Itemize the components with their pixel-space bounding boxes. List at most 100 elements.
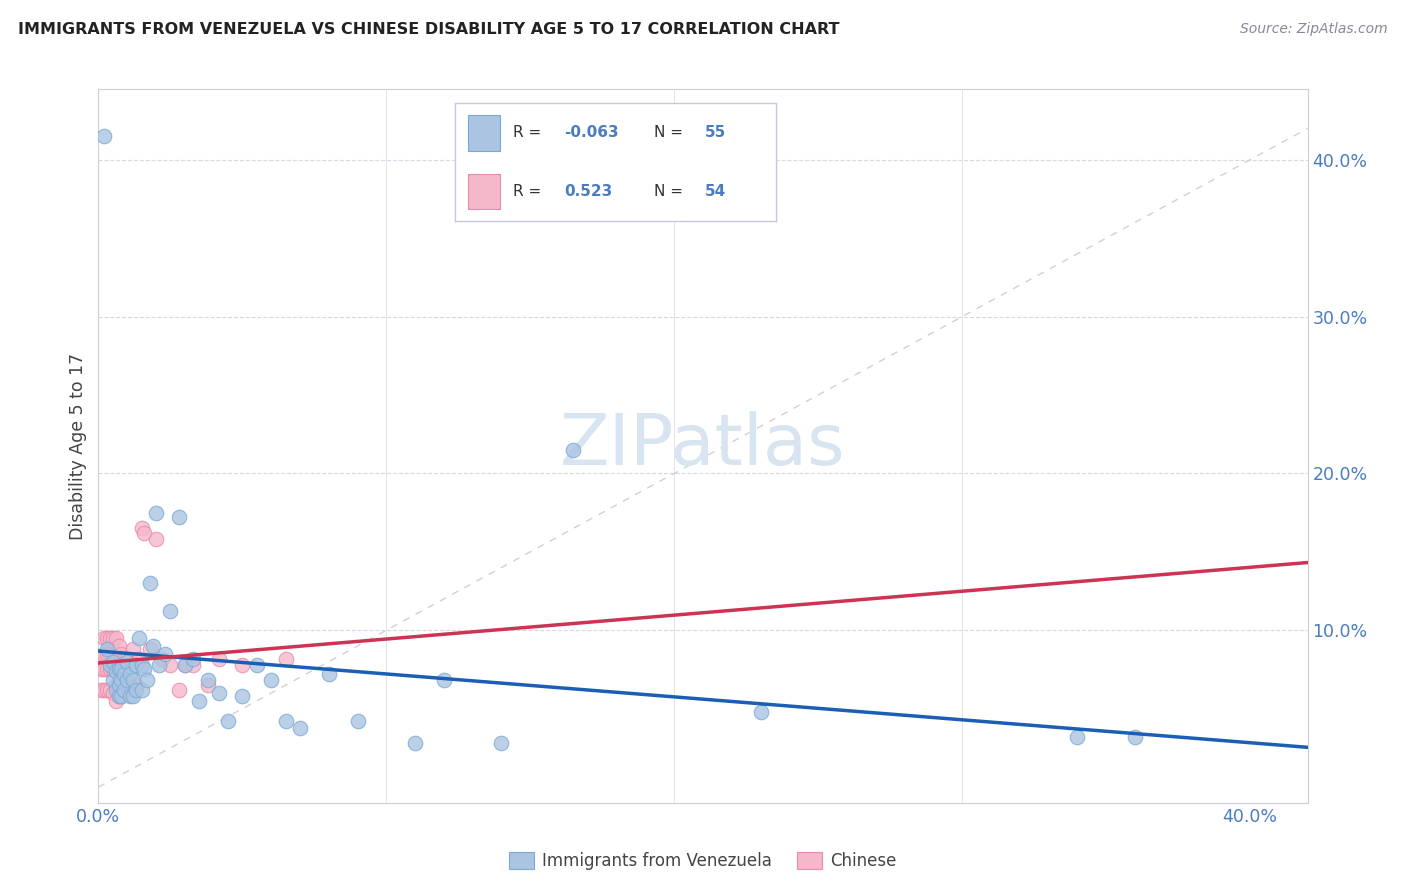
Point: [110, 647, 132, 661]
Point: [96, 682, 118, 697]
Point: [197, 678, 219, 692]
Point: [134, 663, 156, 677]
Y-axis label: Disability Age 5 to 17: Disability Age 5 to 17: [69, 352, 87, 540]
Point: [1123, 730, 1146, 744]
Point: [93, 631, 115, 645]
Point: [122, 673, 145, 688]
Point: [110, 689, 132, 703]
Point: [288, 721, 311, 735]
Point: [96, 647, 118, 661]
Point: [115, 651, 138, 665]
Point: [115, 673, 138, 688]
Point: [120, 651, 142, 665]
Point: [120, 678, 142, 692]
Point: [145, 533, 167, 547]
Point: [562, 442, 585, 457]
Point: [120, 667, 142, 681]
Point: [120, 689, 142, 703]
Point: [110, 673, 132, 688]
Point: [110, 689, 132, 703]
Point: [134, 526, 156, 541]
Point: [96, 642, 118, 657]
Point: [96, 663, 118, 677]
Point: [107, 639, 129, 653]
Point: [125, 678, 148, 692]
Point: [122, 642, 145, 657]
Point: [1066, 730, 1088, 744]
Point: [112, 682, 135, 697]
Point: [115, 678, 138, 692]
Point: [148, 657, 170, 672]
Point: [107, 673, 129, 688]
Point: [122, 689, 145, 703]
Point: [104, 678, 127, 692]
Point: [128, 631, 150, 645]
Point: [167, 510, 190, 524]
Point: [107, 663, 129, 677]
Text: IMMIGRANTS FROM VENEZUELA VS CHINESE DISABILITY AGE 5 TO 17 CORRELATION CHART: IMMIGRANTS FROM VENEZUELA VS CHINESE DIS…: [18, 22, 839, 37]
Point: [93, 663, 115, 677]
Point: [110, 663, 132, 677]
Point: [208, 651, 231, 665]
Legend: Immigrants from Venezuela, Chinese: Immigrants from Venezuela, Chinese: [502, 845, 904, 877]
Point: [93, 647, 115, 661]
Point: [101, 655, 124, 669]
Point: [183, 657, 205, 672]
Point: [139, 642, 162, 657]
Point: [173, 657, 195, 672]
Point: [96, 631, 118, 645]
Point: [159, 604, 181, 618]
Point: [208, 686, 231, 700]
Point: [128, 651, 150, 665]
Point: [104, 647, 127, 661]
Point: [112, 667, 135, 681]
Point: [159, 657, 181, 672]
Point: [125, 682, 148, 697]
Text: Source: ZipAtlas.com: Source: ZipAtlas.com: [1240, 22, 1388, 37]
Point: [749, 705, 772, 719]
Point: [98, 682, 121, 697]
Point: [112, 667, 135, 681]
Point: [107, 689, 129, 703]
Point: [101, 631, 124, 645]
Point: [136, 673, 159, 688]
Point: [101, 647, 124, 661]
Point: [125, 657, 148, 672]
Point: [101, 663, 124, 677]
Point: [98, 647, 121, 661]
Point: [107, 689, 129, 703]
Point: [93, 129, 115, 144]
Point: [107, 678, 129, 692]
Point: [104, 663, 127, 677]
Point: [150, 651, 173, 665]
Point: [98, 657, 121, 672]
Point: [246, 657, 269, 672]
Point: [90, 682, 112, 697]
Point: [98, 663, 121, 677]
Point: [491, 736, 513, 750]
Point: [188, 694, 211, 708]
Point: [101, 686, 124, 700]
Point: [260, 673, 283, 688]
Point: [104, 664, 127, 678]
Point: [217, 714, 239, 729]
Point: [104, 694, 127, 708]
Point: [142, 639, 165, 653]
Point: [167, 682, 190, 697]
Point: [101, 673, 124, 688]
Point: [318, 667, 340, 681]
Point: [139, 576, 162, 591]
Text: ZIPatlas: ZIPatlas: [560, 411, 846, 481]
Point: [153, 647, 176, 661]
Point: [346, 714, 368, 729]
Point: [231, 689, 253, 703]
Point: [93, 682, 115, 697]
Point: [104, 682, 127, 697]
Point: [112, 651, 135, 665]
Point: [110, 663, 132, 677]
Point: [112, 682, 135, 697]
Point: [131, 682, 153, 697]
Point: [90, 651, 112, 665]
Point: [131, 521, 153, 535]
Point: [98, 631, 121, 645]
